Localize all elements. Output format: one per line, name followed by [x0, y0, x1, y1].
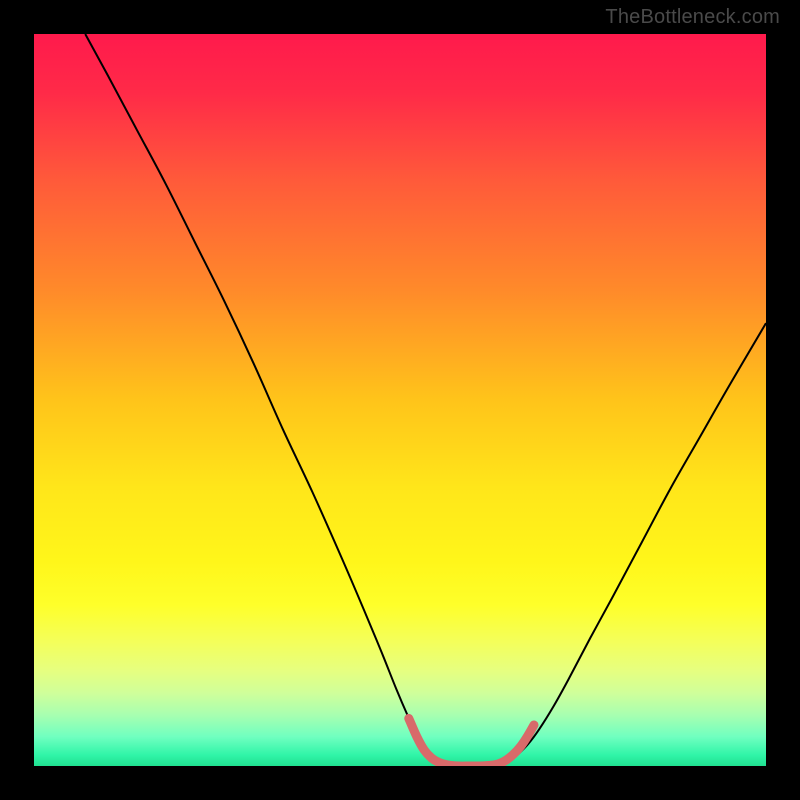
chart-svg [34, 34, 766, 766]
watermark-text: TheBottleneck.com [605, 6, 780, 29]
bottleneck-chart [34, 34, 766, 766]
